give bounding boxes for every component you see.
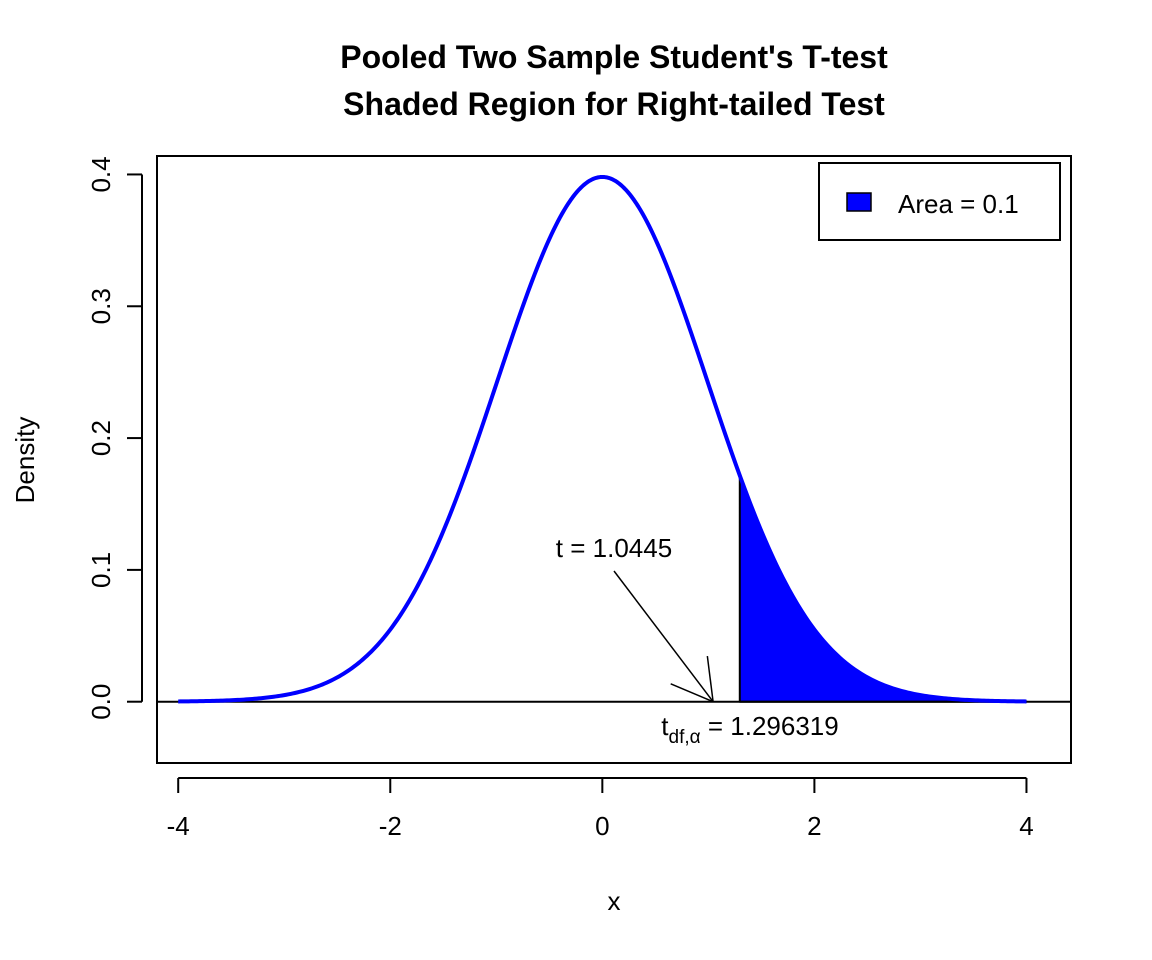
y-tick-label: 0.3	[86, 288, 116, 324]
legend-label: Area = 0.1	[898, 189, 1019, 219]
plot-area	[157, 174, 1071, 704]
plot-frame	[156, 155, 1072, 764]
critical-subscript: df,α	[669, 727, 701, 748]
x-tick-label: 0	[595, 811, 609, 841]
x-axis: -4 -2 0 2 4	[167, 777, 1034, 841]
chart-subtitle: Shaded Region for Right-tailed Test	[343, 86, 885, 122]
density-curve	[178, 174, 1027, 704]
x-axis-label: x	[608, 886, 621, 916]
t-stat-arrowhead	[706, 655, 714, 702]
critical-value: = 1.296319	[701, 711, 839, 741]
y-axis-label: Density	[10, 417, 40, 504]
x-tick-label: 2	[807, 811, 821, 841]
t-stat-arrowhead	[670, 683, 714, 703]
y-tick-label: 0.1	[86, 552, 116, 588]
legend: Area = 0.1	[818, 162, 1061, 241]
x-tick-label: 4	[1019, 811, 1033, 841]
x-tick-label: -2	[379, 811, 402, 841]
shaded-area	[738, 474, 1028, 703]
t-stat-label: t = 1.0445	[556, 533, 672, 563]
critical-value-label: tdf,α = 1.296319	[661, 711, 838, 748]
x-tick-label: -4	[167, 811, 190, 841]
chart-title: Pooled Two Sample Student's T-test	[340, 39, 888, 75]
critical-base: t	[661, 711, 669, 741]
y-tick-label: 0.4	[86, 156, 116, 192]
y-tick-label: 0.0	[86, 684, 116, 720]
legend-swatch	[846, 192, 872, 212]
y-axis: 0.0 0.1 0.2 0.3 0.4	[86, 156, 143, 720]
t-stat-arrow	[613, 570, 714, 703]
y-tick-label: 0.2	[86, 420, 116, 456]
